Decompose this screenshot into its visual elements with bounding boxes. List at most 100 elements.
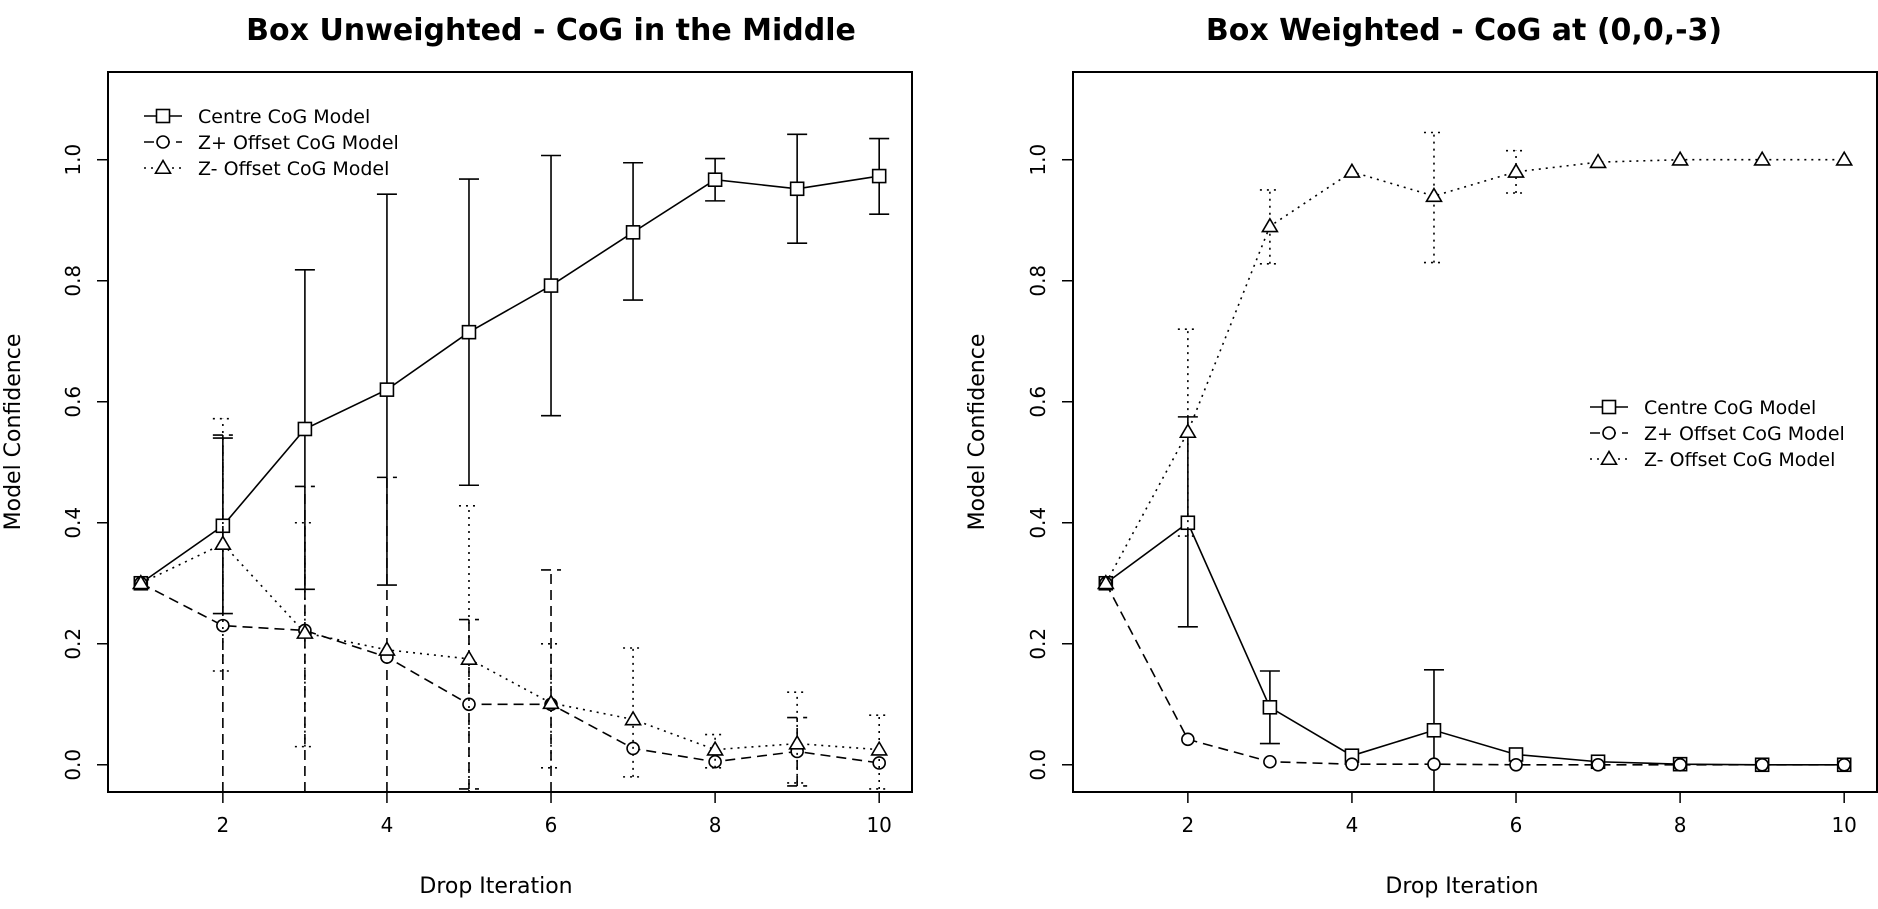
series-line <box>1105 521 1845 766</box>
x-tick-label: 10 <box>866 813 891 837</box>
legend-label: Centre CoG Model <box>198 106 370 128</box>
data-point <box>543 278 559 293</box>
plot-frame <box>107 71 913 793</box>
data-point <box>378 640 396 656</box>
y-axis-label: Model Confidence <box>1 334 26 531</box>
data-point <box>461 324 477 340</box>
data-point <box>1180 515 1196 531</box>
series-triangle <box>131 417 890 792</box>
data-point <box>542 693 560 710</box>
data-point <box>1262 699 1278 715</box>
data-point <box>1509 757 1523 772</box>
x-tick-label: 8 <box>709 813 722 837</box>
data-point <box>789 181 805 197</box>
x-tick-label: 6 <box>545 813 558 837</box>
series-square <box>133 133 890 615</box>
y-tick-label: 0.6 <box>1026 386 1050 418</box>
chart-panel-2: Box Weighted - CoG at (0,0,-3) 2 4 6 8 10 0.0 0… <box>965 13 1878 899</box>
data-point <box>295 623 314 639</box>
legend-marker <box>155 108 171 124</box>
data-point <box>460 649 478 665</box>
x-axis-label: Drop Iteration <box>1385 874 1538 899</box>
data-point <box>1343 162 1361 178</box>
series-circle <box>134 434 886 792</box>
x-tick-label: 2 <box>1181 813 1194 837</box>
legend-marker <box>154 158 172 175</box>
data-point <box>131 574 150 590</box>
legend-marker <box>1602 426 1616 440</box>
y-tick-label: 0.4 <box>61 507 85 539</box>
data-point <box>1425 186 1443 203</box>
x-tick-label: 4 <box>381 813 394 837</box>
data-point <box>872 756 886 770</box>
legend-marker <box>1600 449 1618 466</box>
data-point <box>871 168 887 184</box>
chart-title: Box Weighted - CoG at (0,0,-3) <box>1206 13 1722 48</box>
error-bars <box>1177 131 1527 537</box>
series-line <box>140 542 880 751</box>
y-tick-label: 0.8 <box>61 265 85 297</box>
data-point <box>297 421 313 437</box>
data-point <box>1427 757 1441 771</box>
x-tick-label: 2 <box>216 813 229 837</box>
y-tick-label: 0.6 <box>61 386 85 418</box>
data-point <box>1426 722 1442 738</box>
data-point <box>1835 150 1854 166</box>
data-point <box>707 172 723 187</box>
error-bars <box>212 133 890 615</box>
legend-label: Z- Offset CoG Model <box>198 158 389 180</box>
chart-panel-1: Box Unweighted - CoG in the Middle 2 4 6 8 10… <box>1 13 913 899</box>
series-line <box>140 582 880 764</box>
x-axis-label: Drop Iteration <box>419 874 572 899</box>
y-tick-label: 1.0 <box>1026 144 1050 176</box>
data-point <box>1345 757 1359 771</box>
legend-marker <box>156 135 170 149</box>
y-tick-label: 0.8 <box>1026 265 1050 297</box>
data-point <box>1507 162 1525 178</box>
legend-label: Z- Offset CoG Model <box>1644 449 1835 471</box>
data-point <box>379 382 395 397</box>
data-point <box>788 734 807 750</box>
legend-marker <box>1601 399 1617 415</box>
series-triangle <box>1096 131 1854 590</box>
data-point <box>870 740 889 756</box>
error-bars <box>212 434 808 792</box>
series-line <box>1105 582 1845 766</box>
data-point <box>1096 574 1115 590</box>
data-point <box>1837 757 1851 772</box>
data-point <box>216 618 230 633</box>
data-point <box>625 225 641 240</box>
series-line <box>140 175 880 584</box>
data-point <box>1260 217 1279 233</box>
data-point <box>706 740 725 756</box>
legend: Centre CoG Model Z+ Offset CoG Model Z- Of… <box>1590 397 1845 471</box>
data-point <box>1178 422 1197 439</box>
data-point <box>1673 757 1687 772</box>
y-axis-label: Model Confidence <box>965 334 990 531</box>
x-tick-label: 6 <box>1510 813 1523 837</box>
error-bars <box>1177 416 1444 792</box>
legend: Centre CoG Model Z+ Offset CoG Model Z- Of… <box>144 106 399 180</box>
y-tick-label: 0.4 <box>1026 507 1050 539</box>
data-point <box>1181 732 1195 747</box>
y-tick-label: 0.0 <box>61 749 85 781</box>
y-tick-label: 0.2 <box>1026 628 1050 660</box>
data-point <box>624 710 642 726</box>
legend-label: Z+ Offset CoG Model <box>1644 423 1845 445</box>
plot-frame <box>1072 71 1878 793</box>
y-tick-label: 0.0 <box>1026 749 1050 781</box>
series-line <box>1105 158 1845 584</box>
data-point <box>1591 757 1605 772</box>
x-tick-label: 8 <box>1674 813 1687 837</box>
data-point <box>1755 757 1769 772</box>
data-point <box>213 534 232 550</box>
y-tick-label: 1.0 <box>61 144 85 176</box>
y-tick-label: 0.2 <box>61 628 85 660</box>
x-tick-label: 10 <box>1831 813 1856 837</box>
series-square <box>1098 416 1852 792</box>
x-tick-label: 4 <box>1346 813 1359 837</box>
data-point <box>1589 153 1607 169</box>
data-point <box>1263 754 1277 769</box>
legend-label: Z+ Offset CoG Model <box>198 132 399 154</box>
